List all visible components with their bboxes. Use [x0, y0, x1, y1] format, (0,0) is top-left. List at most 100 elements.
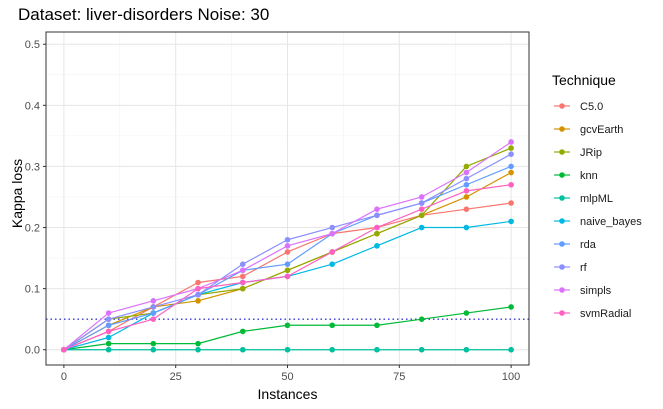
legend-item-JRip: JRip [554, 147, 602, 159]
chart-title: Dataset: liver-disorders Noise: 30 [18, 5, 269, 24]
legend-label: naive_bayes [580, 216, 642, 228]
data-point-simpls [418, 194, 425, 200]
data-point-mlpML [463, 346, 470, 353]
legend-key-point [559, 126, 565, 132]
data-point-rda [150, 310, 157, 316]
data-point-svmRadial [418, 206, 425, 212]
legend-label: JRip [580, 147, 602, 159]
data-point-knn [329, 322, 336, 329]
legend-key-point [559, 287, 565, 293]
data-point-gcvEarth [508, 169, 514, 176]
data-point-naive_bayes [508, 218, 514, 225]
y-tick-label: 0.3 [25, 161, 40, 173]
data-point-rda [508, 163, 514, 170]
y-tick-label: 0.4 [25, 100, 40, 112]
legend-title: Technique [552, 72, 616, 88]
x-tick-label: 75 [393, 371, 405, 383]
x-tick-label: 50 [281, 371, 293, 383]
data-point-rf [239, 261, 246, 267]
data-point-simpls [329, 230, 336, 237]
data-point-mlpML [105, 346, 112, 353]
legend-label: gcvEarth [580, 124, 623, 136]
data-point-rf [329, 224, 336, 231]
data-point-rda [463, 181, 470, 188]
data-point-simpls [284, 243, 291, 249]
legend-label: knn [580, 170, 598, 182]
data-point-mlpML [329, 346, 336, 353]
legend-label: svmRadial [580, 308, 631, 320]
y-axis-title: Kappa loss [9, 159, 25, 228]
legend-key-point [559, 149, 565, 155]
data-point-rda [105, 322, 112, 329]
data-point-JRip [239, 285, 246, 292]
data-point-knn [105, 340, 112, 347]
data-point-svmRadial [374, 224, 380, 231]
x-axis-ticks: 0 25 50 75 100 [61, 365, 520, 383]
legend-item-gcvEarth: gcvEarth [554, 124, 623, 136]
y-tick-label: 0.1 [25, 284, 40, 296]
data-point-rf [284, 236, 291, 243]
x-tick-label: 100 [502, 371, 520, 383]
data-point-knn [463, 310, 470, 316]
legend-label: rf [580, 262, 588, 274]
legend-item-C5.0: C5.0 [554, 101, 603, 113]
data-point-mlpML [508, 346, 514, 353]
data-point-svmRadial [239, 279, 246, 286]
legend-key-point [559, 264, 565, 270]
data-point-knn [508, 304, 514, 310]
data-point-svmRadial [61, 346, 67, 353]
data-point-C5.0 [463, 206, 470, 212]
data-point-mlpML [239, 346, 246, 353]
data-point-rf [374, 212, 380, 219]
legend-key-point [559, 218, 565, 224]
legend-item-rf: rf [554, 262, 588, 274]
data-point-knn [418, 316, 425, 322]
data-point-rda [284, 261, 291, 267]
legend-item-naive_bayes: naive_bayes [554, 216, 642, 228]
legend-key-point [559, 172, 565, 178]
data-point-naive_bayes [374, 243, 380, 249]
data-point-simpls [239, 267, 246, 274]
legend-label: C5.0 [580, 101, 603, 113]
data-point-svmRadial [463, 188, 470, 194]
data-point-mlpML [150, 346, 157, 353]
data-point-JRip [463, 163, 470, 170]
data-point-rf [508, 151, 514, 158]
legend-label: mlpML [580, 193, 613, 205]
legend-item-simpls: simpls [554, 285, 612, 297]
plot-panel [45, 31, 530, 366]
data-point-C5.0 [284, 249, 291, 255]
data-point-C5.0 [239, 273, 246, 280]
data-point-knn [284, 322, 291, 329]
series-knn [61, 304, 514, 353]
data-point-naive_bayes [418, 224, 425, 231]
data-point-JRip [374, 230, 380, 237]
data-point-knn [195, 340, 201, 347]
data-point-svmRadial [195, 285, 201, 292]
data-point-svmRadial [329, 249, 336, 255]
data-point-rf [418, 200, 425, 206]
data-point-mlpML [284, 346, 291, 353]
data-point-svmRadial [508, 181, 514, 188]
legend: Technique C5.0 gcvEarth JRip knn mlpML naive_… [552, 72, 642, 320]
data-point-JRip [508, 145, 514, 151]
data-point-gcvEarth [195, 298, 201, 304]
legend-key-point [559, 241, 565, 247]
legend-label: simpls [580, 285, 612, 297]
data-point-knn [374, 322, 380, 329]
data-point-naive_bayes [105, 334, 112, 341]
y-axis-ticks: 0.0 0.1 0.2 0.3 0.4 0.5 [25, 39, 46, 357]
y-tick-label: 0.2 [25, 223, 40, 235]
data-point-knn [150, 340, 157, 347]
x-axis-title: Instances [258, 386, 318, 402]
y-tick-label: 0.0 [25, 345, 40, 357]
legend-key-point [559, 195, 565, 201]
series-svmRadial [61, 181, 514, 353]
data-point-simpls [105, 310, 112, 316]
series-rf [61, 151, 514, 353]
legend-label: rda [580, 239, 597, 251]
data-point-simpls [374, 206, 380, 212]
data-point-simpls [508, 139, 514, 145]
series-mlpML [61, 346, 514, 353]
